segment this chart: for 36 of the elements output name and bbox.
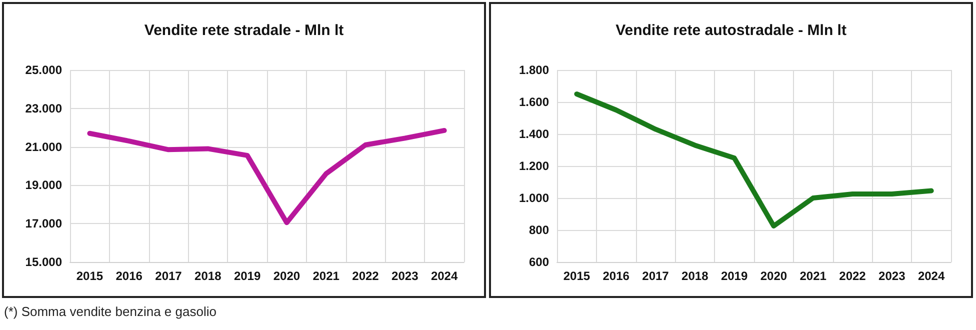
x-tick-label: 2017 xyxy=(642,269,670,283)
y-tick-label: 23.000 xyxy=(25,101,62,116)
x-tick-label: 2016 xyxy=(602,269,630,283)
chart-title: Vendite rete stradale - Mln lt xyxy=(144,22,344,39)
y-tick-label: 25.000 xyxy=(25,63,62,77)
y-tick-label: 1.200 xyxy=(518,159,550,173)
y-tick-label: 1.400 xyxy=(518,127,550,141)
x-tick-label: 2024 xyxy=(918,269,945,283)
x-tick-label: 2020 xyxy=(760,269,788,283)
y-tick-label: 1.800 xyxy=(518,63,550,77)
x-tick-label: 2021 xyxy=(800,269,827,283)
x-tick-label: 2019 xyxy=(720,269,748,283)
x-tick-label: 2020 xyxy=(273,269,300,283)
x-tick-label: 2016 xyxy=(116,269,143,283)
x-tick-label: 2017 xyxy=(155,269,182,283)
y-tick-label: 17.000 xyxy=(25,216,62,231)
x-tick-label: 2015 xyxy=(76,269,104,283)
y-tick-label: 800 xyxy=(528,223,550,237)
x-tick-label: 2022 xyxy=(352,269,380,283)
y-tick-label: 15.000 xyxy=(25,255,62,269)
y-tick-label: 21.000 xyxy=(25,140,62,154)
text: (*) Somma vendite benzina e gasolio xyxy=(4,304,216,319)
x-tick-label: 2018 xyxy=(194,269,222,283)
y-tick-label: 1.000 xyxy=(518,191,550,205)
y-tick-label: 19.000 xyxy=(25,178,62,192)
x-tick-label: 2022 xyxy=(839,269,866,283)
x-tick-label: 2015 xyxy=(563,269,590,283)
chart-title: Vendite rete autostradale - Mln lt xyxy=(616,22,846,39)
y-tick-label: 1.600 xyxy=(518,95,550,109)
y-tick-label: 600 xyxy=(528,255,550,269)
x-tick-label: 2019 xyxy=(234,269,261,283)
x-tick-label: 2023 xyxy=(392,269,419,283)
x-tick-label: 2024 xyxy=(430,269,458,283)
x-tick-label: 2021 xyxy=(312,269,340,283)
x-tick-label: 2018 xyxy=(682,269,709,283)
x-tick-label: 2023 xyxy=(878,269,906,283)
